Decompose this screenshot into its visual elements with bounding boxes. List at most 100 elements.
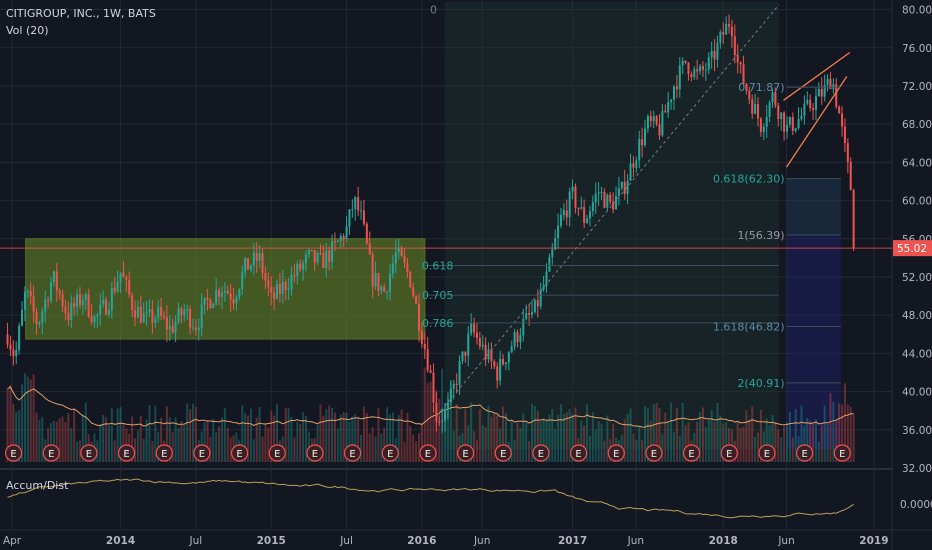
volume-bar [530, 403, 534, 462]
candle-body [397, 247, 400, 253]
candle-body [533, 300, 536, 313]
volume-bar [261, 436, 264, 462]
candle-body [12, 349, 15, 357]
candle-body [35, 311, 38, 325]
candle-body [499, 358, 502, 381]
candle-body [391, 263, 394, 274]
volume-bar [681, 402, 684, 462]
volume-bar [215, 432, 218, 462]
volume-legend[interactable]: Vol (20) [6, 24, 49, 37]
candle-body [360, 210, 363, 212]
candle-body [336, 240, 339, 242]
candle-body [655, 116, 658, 125]
volume-bar [467, 425, 470, 462]
earnings-marker-label: E [236, 449, 242, 460]
candle-body [389, 273, 392, 292]
volume-bar [678, 435, 681, 462]
candle-body [768, 102, 771, 117]
volume-bar [814, 419, 817, 462]
earnings-marker [4, 444, 23, 462]
candle-body [452, 383, 455, 389]
fib-extension-label: 1.618(46.82) [713, 320, 785, 333]
candle-body [846, 143, 849, 162]
volume-bar [554, 429, 557, 462]
volume-bar [481, 425, 484, 462]
volume-bar [194, 406, 197, 462]
volume-bar [6, 388, 9, 462]
candle-body [58, 290, 61, 295]
candle-body [751, 99, 754, 114]
candle-body [377, 273, 380, 291]
volume-bar [302, 412, 305, 462]
candle-body [345, 226, 348, 240]
candle-body [400, 247, 403, 257]
earnings-marker-label: E [613, 449, 619, 460]
candle-body [733, 36, 736, 56]
earnings-marker [381, 444, 399, 462]
volume-bar [525, 422, 528, 462]
candle-body [107, 310, 110, 315]
fib-extension-label: 0.71.87) [738, 81, 784, 94]
candle-body [9, 344, 12, 350]
volume-bar [360, 434, 363, 462]
candle-body [189, 308, 192, 328]
price-tick-label: 64.00 [902, 157, 932, 169]
candle-body [102, 299, 105, 305]
earnings-marker-label: E [86, 449, 92, 460]
volume-bar [145, 419, 148, 462]
volume-bar [186, 403, 189, 462]
volume-bar [113, 440, 116, 462]
candle-body [699, 66, 702, 72]
volume-bar [296, 421, 299, 462]
candle-body [157, 307, 160, 319]
candle-body [374, 273, 377, 287]
earnings-marker-label: E [801, 449, 807, 460]
volume-bar [841, 404, 844, 462]
indicator-legend[interactable]: Accum/Dist [6, 479, 69, 492]
volume-bar [189, 409, 192, 462]
volume-bar [519, 427, 522, 462]
volume-bar [362, 406, 365, 462]
candle-body [255, 252, 258, 261]
candle-body [455, 383, 458, 386]
candle-body [794, 127, 797, 132]
candle-body [678, 65, 681, 90]
candle-body [594, 193, 597, 203]
volume-bar [452, 430, 455, 462]
earnings-marker [720, 444, 738, 462]
volume-bar [380, 433, 383, 462]
volume-bar [249, 408, 252, 462]
volume-bar [701, 407, 704, 462]
volume-bar [177, 427, 180, 462]
volume-bar [244, 412, 247, 462]
volume-bar [429, 381, 432, 462]
volume-bar [339, 414, 342, 462]
candle-body [681, 60, 684, 66]
candle-body [701, 66, 704, 70]
candle-body [661, 110, 664, 136]
volume-bar [785, 422, 789, 462]
candle-body [487, 349, 490, 360]
earnings-marker-label: E [123, 449, 129, 460]
candle-body [841, 113, 844, 127]
volume-bar [603, 440, 606, 462]
candle-body [261, 253, 264, 274]
volume-bar [183, 425, 186, 462]
volume-bar [754, 436, 757, 462]
volume-bar [687, 422, 690, 462]
earnings-marker [645, 444, 663, 462]
volume-bar [528, 441, 531, 462]
candle-body [754, 104, 757, 114]
volume-bar [551, 408, 554, 462]
candle-body [44, 299, 47, 312]
candle-body [403, 256, 406, 263]
candle-body [812, 108, 815, 110]
candle-body [513, 332, 516, 347]
symbol-legend[interactable]: CITIGROUP, INC., 1W, BATS [6, 7, 156, 20]
volume-bar [823, 405, 826, 462]
candle-body [275, 283, 279, 299]
volume-bar [780, 437, 783, 462]
candle-body [814, 96, 817, 110]
volume-bar [397, 415, 400, 462]
